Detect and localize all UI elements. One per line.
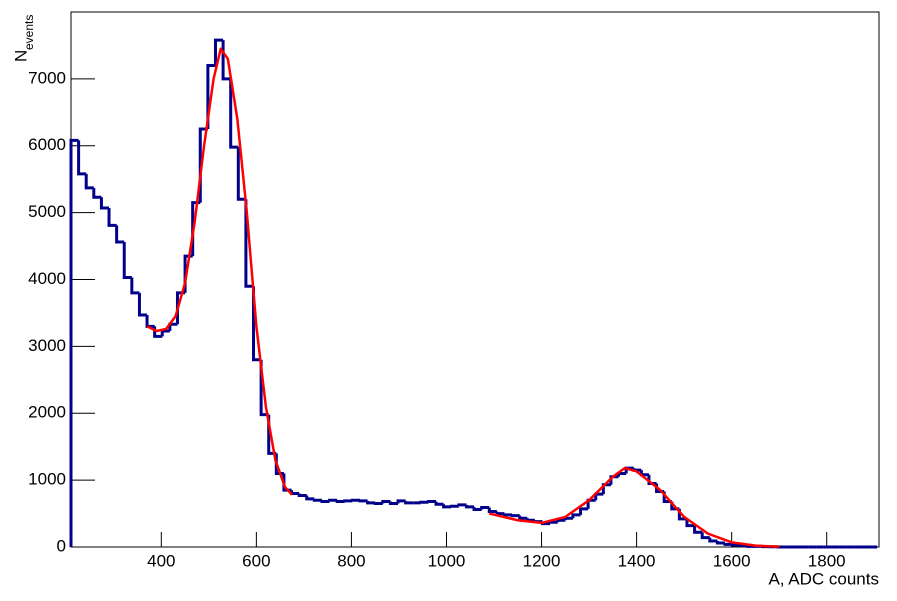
histogram-bin xyxy=(710,538,718,541)
x-tick-label: 1400 xyxy=(618,551,656,570)
y-tick-label: 0 xyxy=(57,536,66,555)
histogram-bin xyxy=(497,512,505,514)
histogram-bin xyxy=(101,197,109,208)
y-tick-label: 6000 xyxy=(28,135,66,154)
y-tick-label: 3000 xyxy=(28,336,66,355)
plot-frame xyxy=(71,12,879,547)
histogram-bin xyxy=(314,499,322,500)
fit-curve xyxy=(147,49,779,547)
x-tick-label: 1800 xyxy=(808,551,846,570)
histogram-bin xyxy=(307,496,315,499)
histogram-bin xyxy=(527,518,535,520)
histogram-bin xyxy=(466,505,474,507)
x-tick-label: 1000 xyxy=(428,551,466,570)
y-tick-label: 2000 xyxy=(28,403,66,422)
x-tick-label: 400 xyxy=(147,551,175,570)
y-tick-label: 5000 xyxy=(28,202,66,221)
histogram-bin xyxy=(504,514,512,515)
histogram-bin xyxy=(717,541,725,543)
histogram-bin xyxy=(86,174,94,188)
histogram-bin xyxy=(345,501,353,502)
histogram-bin xyxy=(368,501,376,503)
histogram-bin xyxy=(565,518,573,520)
histogram-bin xyxy=(550,522,558,523)
x-tick-label: 600 xyxy=(242,551,270,570)
y-tick-label: 4000 xyxy=(28,269,66,288)
histogram-bin xyxy=(94,188,102,197)
x-tick-label: 1200 xyxy=(523,551,561,570)
histogram-bin xyxy=(71,140,79,547)
y-tick-label: 1000 xyxy=(28,470,66,489)
histogram-bin xyxy=(451,506,459,507)
histogram-bin xyxy=(170,324,178,331)
y-axis-label-main: N xyxy=(11,50,30,62)
histogram-bin xyxy=(139,293,147,315)
histogram-bin xyxy=(124,242,132,277)
histogram-bin xyxy=(360,500,368,501)
histogram-bin xyxy=(292,490,300,493)
x-tick-label: 1600 xyxy=(713,551,751,570)
histogram-bin xyxy=(109,208,117,225)
histogram-bin xyxy=(520,516,528,519)
x-tick-label: 800 xyxy=(337,551,365,570)
histogram-bin xyxy=(489,508,497,512)
histogram-bin xyxy=(162,331,170,336)
histogram-bin xyxy=(406,501,414,503)
histogram-bin xyxy=(596,494,604,500)
histogram-bin xyxy=(147,315,155,326)
histogram-bin xyxy=(436,502,444,505)
x-axis-label: A, ADC counts xyxy=(768,569,879,588)
histogram-bin xyxy=(117,225,125,242)
histogram-bin xyxy=(558,520,566,522)
histogram-bin xyxy=(299,494,307,496)
y-tick-label: 7000 xyxy=(28,68,66,87)
histogram-bin xyxy=(619,473,627,476)
histogram-bin xyxy=(512,515,520,516)
y-axis-label: N events xyxy=(11,15,36,62)
histogram-bin xyxy=(581,509,589,515)
histogram-bin xyxy=(421,502,429,503)
histogram-bin xyxy=(641,470,649,475)
histogram-bin xyxy=(132,277,140,292)
histogram-bin xyxy=(573,515,581,518)
y-axis-label-sub: events xyxy=(22,15,36,50)
